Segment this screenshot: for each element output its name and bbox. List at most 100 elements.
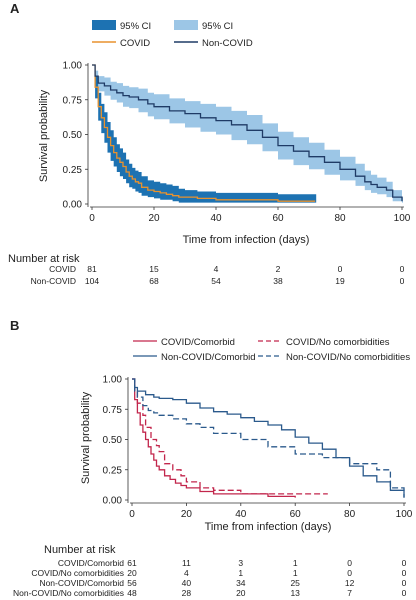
- y-tick-label: 0.00: [63, 200, 83, 211]
- risk-value: 61: [127, 558, 137, 568]
- risk-value: 48: [127, 588, 137, 598]
- risk-row-label: COVID: [49, 264, 76, 274]
- legend-b-noncovid-comorbid-label: Non-COVID/Comorbid: [161, 352, 256, 363]
- x-tick-label: 60: [290, 509, 302, 520]
- panel-b-y-axis-title: Survival probability: [80, 391, 92, 484]
- risk-value: 11: [182, 558, 191, 568]
- risk-row-label: Non-COVID: [31, 276, 76, 286]
- x-tick-label: 20: [181, 509, 193, 520]
- risk-value: 3: [238, 558, 243, 568]
- panel-a-risk-table: Number at risk COVID 81 15 4 2 0 0 Non-COVID 104…: [8, 253, 405, 286]
- risk-value: 1: [238, 568, 243, 578]
- risk-value: 1: [293, 568, 298, 578]
- y-tick-label: 1.00: [103, 375, 123, 386]
- legend-a-ci-noncovid-swatch: [174, 20, 198, 30]
- risk-value: 1: [293, 558, 298, 568]
- x-tick-label: 0: [89, 213, 95, 224]
- panel-b-risk-table: Number at risk COVID/Comorbid 61 11 3 1 0 0COV…: [13, 544, 407, 598]
- panel-b: B COVID/Comorbid COVID/No comorbidities …: [10, 318, 413, 598]
- risk-value: 40: [182, 578, 192, 588]
- risk-value: 20: [236, 588, 246, 598]
- risk-value: 0: [347, 568, 352, 578]
- risk-value: 0: [402, 578, 407, 588]
- y-tick-label: 0.25: [103, 465, 123, 476]
- risk-value: 25: [290, 578, 300, 588]
- y-tick-label: 0.25: [63, 165, 83, 176]
- x-tick-label: 80: [334, 213, 346, 224]
- y-tick-label: 0.50: [103, 435, 123, 446]
- legend-b-covid-nocomorb-label: COVID/No comorbidities: [286, 337, 390, 348]
- legend-a-ci-noncovid-label: 95% CI: [202, 21, 233, 32]
- x-tick-label: 0: [129, 509, 135, 520]
- risk-value: 0: [402, 588, 407, 598]
- risk-value: 19: [335, 276, 345, 286]
- risk-value: 54: [211, 276, 221, 286]
- risk-value: 0: [400, 276, 405, 286]
- risk-value: 0: [338, 264, 343, 274]
- risk-value: 4: [214, 264, 219, 274]
- ci-band-non-covid: [92, 65, 403, 203]
- risk-value: 0: [347, 558, 352, 568]
- risk-value: 4: [184, 568, 189, 578]
- series-line-covid-no-comorbidities: [132, 378, 328, 495]
- series-line-covid: [92, 64, 316, 202]
- y-tick-label: 1.00: [63, 61, 83, 72]
- risk-row-label: Non-COVID/No comorbidities: [13, 588, 124, 598]
- panel-a-x-axis-title: Time from infection (days): [183, 234, 310, 246]
- y-tick-label: 0.75: [63, 95, 83, 106]
- risk-value: 68: [149, 276, 159, 286]
- panel-b-risk-title: Number at risk: [44, 544, 116, 556]
- risk-value: 38: [273, 276, 283, 286]
- panel-b-x-axis-title: Time from infection (days): [205, 521, 332, 533]
- x-tick-label: 40: [235, 509, 247, 520]
- risk-value: 104: [85, 276, 99, 286]
- x-tick-label: 40: [210, 213, 222, 224]
- risk-value: 12: [345, 578, 355, 588]
- risk-value: 15: [149, 264, 159, 274]
- panel-b-plot-area: 0 20 40 60 80 100 0.00 0.25 0.50 0.75 1.00: [103, 375, 413, 521]
- risk-value: 2: [276, 264, 281, 274]
- y-tick-label: 0.75: [103, 405, 123, 416]
- series-line-non-covid-comorbid: [132, 378, 405, 498]
- risk-value: 0: [402, 568, 407, 578]
- legend-a-ci-covid-label: 95% CI: [120, 21, 151, 32]
- risk-value: 0: [402, 558, 407, 568]
- panel-a-letter: A: [10, 1, 20, 16]
- series-line-non-covid: [92, 64, 403, 202]
- panel-a-y-axis-title: Survival probability: [38, 89, 50, 182]
- legend-b-covid-comorbid-label: COVID/Comorbid: [161, 337, 235, 348]
- risk-value: 0: [400, 264, 405, 274]
- legend-b-noncovid-nocomorb-label: Non-COVID/No comorbidities: [286, 352, 410, 363]
- x-tick-label: 100: [394, 213, 411, 224]
- legend-a-noncovid-label: Non-COVID: [202, 38, 253, 49]
- risk-value: 7: [347, 588, 352, 598]
- panel-b-legend: COVID/Comorbid COVID/No comorbidities No…: [133, 337, 410, 363]
- x-tick-label: 100: [396, 509, 413, 520]
- panel-a-risk-rows: COVID 81 15 4 2 0 0 Non-COVID 104 68 54 38 19 0: [31, 264, 405, 286]
- y-tick-label: 0.00: [103, 496, 123, 507]
- risk-value: 20: [127, 568, 137, 578]
- series-line-covid-comorbid: [132, 378, 296, 498]
- panel-b-letter: B: [10, 318, 19, 333]
- x-tick-label: 80: [344, 509, 356, 520]
- panel-a-risk-title: Number at risk: [8, 253, 80, 265]
- risk-value: 13: [290, 588, 300, 598]
- legend-a-covid-label: COVID: [120, 38, 150, 49]
- risk-row-label: COVID/No comorbidities: [31, 568, 124, 578]
- legend-a-ci-covid-swatch: [92, 20, 116, 30]
- risk-row-label: Non-COVID/Comorbid: [39, 578, 124, 588]
- series-line-non-covid-no-comorbidities: [132, 378, 405, 498]
- panel-a-plot-area: 0 20 40 60 80 100 0.00 0.25 0.50 0.75 1.00: [63, 61, 411, 225]
- panel-a: A 95% CI 95% CI COVID Non-COVID Survival…: [8, 1, 411, 286]
- risk-row-label: COVID/Comorbid: [58, 558, 124, 568]
- x-tick-label: 20: [148, 213, 160, 224]
- x-tick-label: 60: [272, 213, 284, 224]
- risk-value: 28: [182, 588, 192, 598]
- risk-value: 81: [87, 264, 97, 274]
- panel-a-legend: 95% CI 95% CI COVID Non-COVID: [92, 20, 253, 49]
- y-tick-label: 0.50: [63, 130, 83, 141]
- risk-value: 56: [127, 578, 137, 588]
- risk-value: 34: [236, 578, 246, 588]
